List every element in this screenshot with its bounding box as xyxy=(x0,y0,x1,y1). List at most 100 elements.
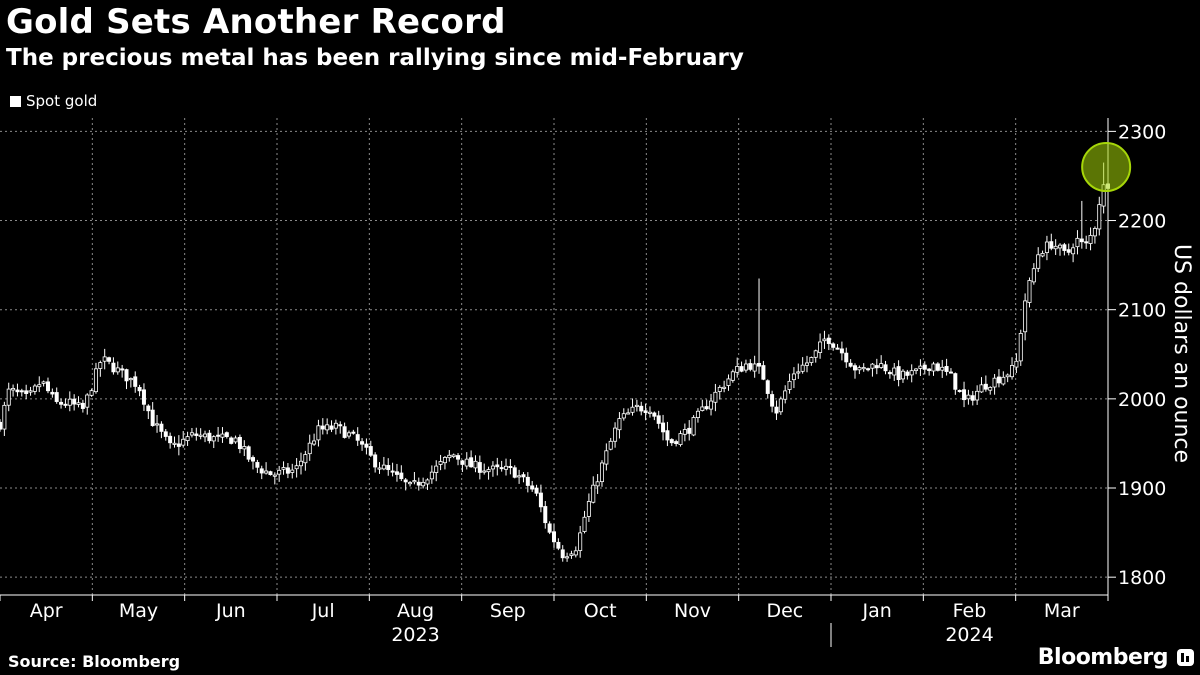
candle-body xyxy=(355,434,360,441)
candle-body xyxy=(796,371,801,374)
candle-body xyxy=(1075,237,1080,248)
candle-body xyxy=(996,376,1001,384)
candle-body xyxy=(1031,268,1036,283)
candle-body xyxy=(28,390,33,393)
candle-body xyxy=(242,446,247,450)
candle-body xyxy=(54,392,59,402)
candle-body xyxy=(150,409,155,426)
highlight-layer xyxy=(1081,142,1132,193)
candle-body xyxy=(198,434,203,437)
candle-body xyxy=(390,470,395,473)
candle-body xyxy=(399,472,404,480)
candle-body xyxy=(141,389,146,405)
candle-body xyxy=(678,433,683,445)
candle-body xyxy=(1014,360,1019,368)
candle-body xyxy=(922,364,927,370)
x-tick-label: Mar xyxy=(1044,600,1080,622)
candle-body xyxy=(368,446,373,456)
candle-body xyxy=(434,465,439,473)
candle-body xyxy=(442,456,447,464)
candle-body xyxy=(251,457,256,462)
candle-body xyxy=(128,378,133,381)
candle-body xyxy=(534,487,539,494)
candle-body xyxy=(259,468,264,474)
candle-body xyxy=(11,388,16,391)
candle-body xyxy=(163,431,168,437)
candle-body xyxy=(386,465,391,470)
candle-body xyxy=(770,394,775,407)
candle-body xyxy=(272,474,277,477)
candle-body xyxy=(1027,280,1032,303)
candle-body xyxy=(438,461,443,465)
candle-body xyxy=(416,481,421,486)
candle-body xyxy=(983,383,988,390)
candle-body xyxy=(988,387,993,391)
candle-body xyxy=(504,465,509,470)
candle-body xyxy=(892,367,897,376)
candle-body xyxy=(608,440,613,450)
x-tick-label: Nov xyxy=(674,600,711,622)
year-label: 2023 xyxy=(391,624,439,646)
candle-body xyxy=(1005,374,1010,378)
candle-body xyxy=(333,422,338,429)
candle-body xyxy=(752,363,757,372)
candle-body xyxy=(556,541,561,549)
candle-body xyxy=(1066,249,1071,253)
candle-body xyxy=(743,363,748,371)
candle-body xyxy=(835,347,840,350)
candle-body xyxy=(1058,244,1063,249)
candle-body xyxy=(595,481,600,487)
candle-body xyxy=(159,423,164,432)
axes: 1800 1900 2000 2100 2200 2300 Apr May Jun Jul Aug S… xyxy=(0,118,1194,647)
candle-body xyxy=(630,406,635,413)
candle-body xyxy=(634,404,639,407)
candle-body xyxy=(700,406,705,411)
candle-body xyxy=(953,373,958,390)
candle-body xyxy=(207,432,212,442)
candle-body xyxy=(6,388,11,406)
candle-body xyxy=(800,364,805,372)
candle-body xyxy=(905,371,910,376)
y-tick-label: 2300 xyxy=(1118,121,1166,143)
candle-body xyxy=(50,391,55,395)
candle-body xyxy=(674,441,679,445)
candle-body xyxy=(93,368,98,393)
candle-body xyxy=(486,469,491,473)
candle-body xyxy=(447,454,452,459)
candle-body xyxy=(381,464,386,470)
candle-body xyxy=(237,436,242,450)
candle-body xyxy=(879,363,884,368)
candle-body xyxy=(866,368,871,371)
x-tick-label: Feb xyxy=(953,600,987,622)
candle-body xyxy=(861,367,866,370)
candle-body xyxy=(76,402,81,405)
candle-body xyxy=(643,410,648,414)
candle-body xyxy=(870,363,875,369)
candle-body xyxy=(98,362,103,369)
candle-body xyxy=(298,460,303,467)
candle-body xyxy=(957,389,962,392)
candle-body xyxy=(421,481,426,487)
candle-body xyxy=(735,366,740,373)
candle-body xyxy=(848,362,853,367)
candle-body xyxy=(37,384,42,388)
candle-body xyxy=(927,368,932,371)
candle-body xyxy=(569,553,574,556)
candle-body xyxy=(351,431,356,434)
candle-body xyxy=(338,424,343,427)
candle-body xyxy=(115,367,120,373)
candle-body xyxy=(1084,241,1089,244)
candle-body xyxy=(189,432,194,436)
candle-body xyxy=(1053,245,1058,250)
candle-body xyxy=(59,401,64,405)
candle-body xyxy=(874,365,879,369)
x-tick-label: Apr xyxy=(30,600,63,622)
x-tick-label: Aug xyxy=(397,600,434,622)
candle-body xyxy=(499,467,504,470)
candle-body xyxy=(578,532,583,551)
candle-body xyxy=(1062,244,1067,251)
candle-body xyxy=(538,492,543,508)
candle-body xyxy=(831,343,836,348)
candle-body xyxy=(1097,204,1102,230)
candle-body xyxy=(19,390,24,393)
